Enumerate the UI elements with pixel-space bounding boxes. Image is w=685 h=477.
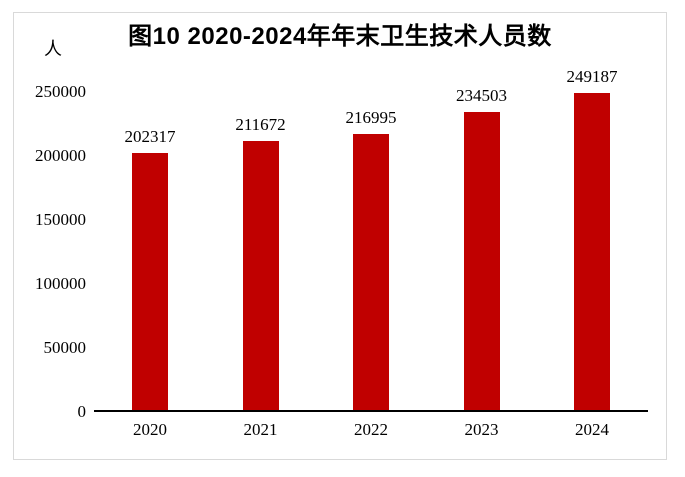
- bar-2021: [242, 141, 279, 412]
- bar-2022: [353, 134, 389, 412]
- chart-frame: [13, 12, 667, 460]
- y-axis-tick-label: 0: [77, 402, 87, 421]
- bar-2023: [463, 112, 500, 412]
- x-axis-tick-label: 2023: [464, 420, 499, 439]
- x-axis-tick-label: 2024: [575, 420, 609, 439]
- x-axis-line: [94, 410, 648, 412]
- x-axis-tick-label: 2021: [243, 420, 278, 439]
- y-axis-tick-label: 100000: [35, 274, 86, 293]
- y-axis-tick-label: 250000: [35, 82, 86, 101]
- bar-value-label: 202317: [124, 127, 176, 146]
- chart-title: 图10 2020-2024年年末卫生技术人员数: [128, 23, 552, 50]
- x-axis-tick-label: 2022: [354, 420, 388, 439]
- bar-2020: [132, 153, 168, 412]
- y-axis-unit-label: 人: [44, 39, 62, 59]
- y-axis-tick-label: 150000: [35, 210, 86, 229]
- bar-value-label: 216995: [345, 108, 397, 127]
- bar-value-label: 211672: [235, 115, 286, 134]
- y-axis-tick-label: 50000: [43, 338, 87, 357]
- y-axis-tick-label: 200000: [35, 146, 86, 165]
- bar-2024: [574, 93, 610, 412]
- bar-value-label: 249187: [566, 67, 618, 86]
- bar-value-label: 234503: [456, 86, 507, 105]
- x-axis-tick-label: 2020: [133, 420, 167, 439]
